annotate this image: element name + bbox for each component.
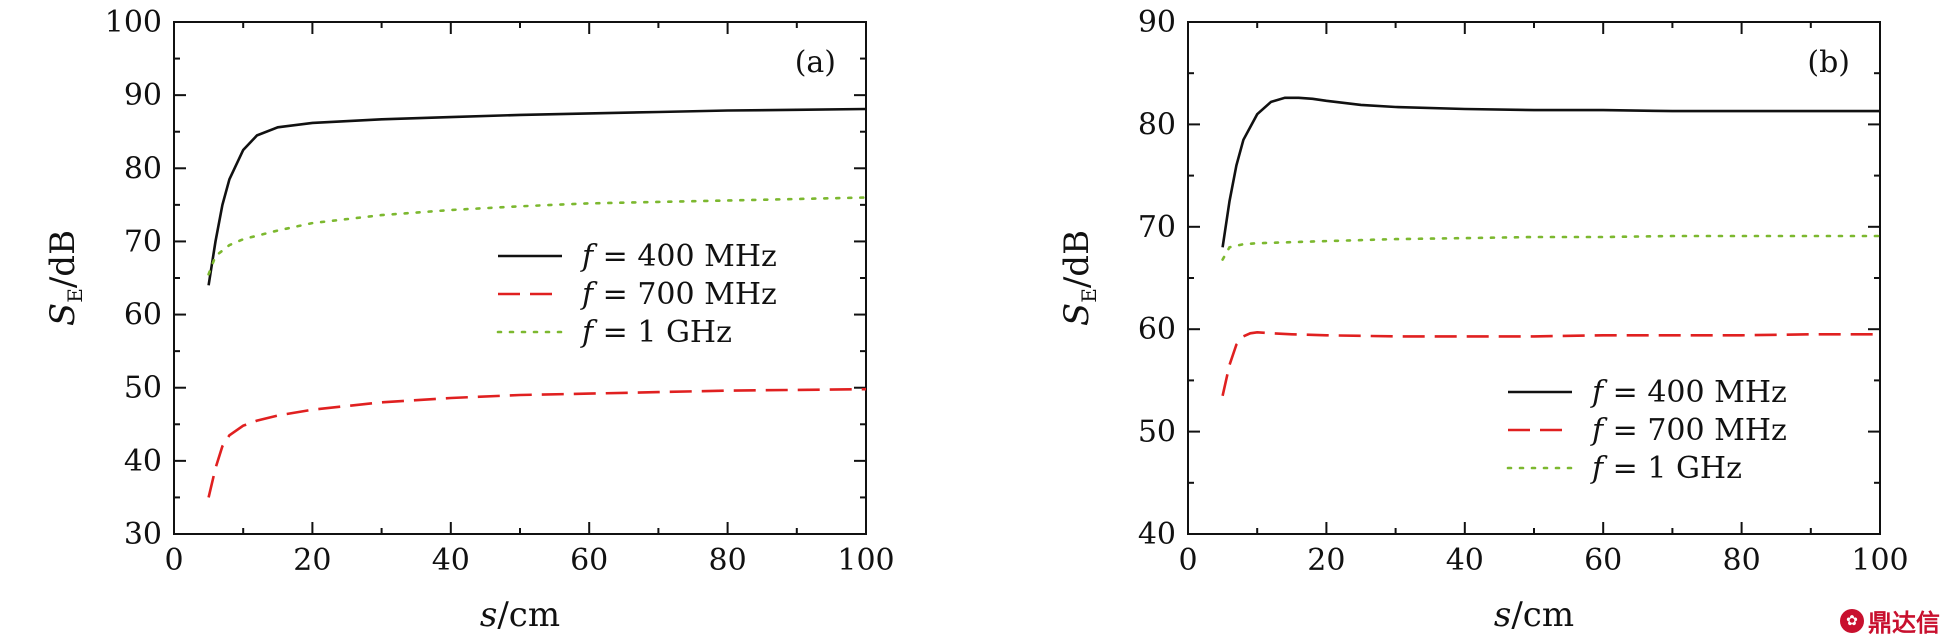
x-tick-label: 100 bbox=[1851, 543, 1908, 578]
x-tick-label: 40 bbox=[432, 543, 470, 578]
y-tick-label: 80 bbox=[124, 151, 162, 186]
y-tick-label: 50 bbox=[124, 371, 162, 406]
series-line-3 bbox=[1221, 234, 1882, 261]
y-tick-label: 90 bbox=[1138, 5, 1176, 40]
y-tick-label: 90 bbox=[124, 78, 162, 113]
y-tick-label: 40 bbox=[1138, 517, 1176, 552]
series-line-2 bbox=[1221, 330, 1880, 397]
x-tick-label: 80 bbox=[1723, 543, 1761, 578]
y-tick-label: 100 bbox=[105, 5, 162, 40]
y-tick-label: 30 bbox=[124, 517, 162, 552]
x-tick-label: 0 bbox=[1178, 543, 1197, 578]
chart-panel-a: 0 20 40 60 80 100 30 40 50 60 70 80 90 100 (a) f = 400 … bbox=[43, 5, 895, 635]
series-line-1 bbox=[207, 107, 867, 286]
x-axis-label: s/cm bbox=[1494, 595, 1574, 635]
y-axis-label: SE/dB bbox=[43, 230, 87, 326]
x-tick-label: 20 bbox=[1307, 543, 1345, 578]
x-tick-label: 0 bbox=[164, 543, 183, 578]
legend-label-3: f = 1 GHz bbox=[1590, 451, 1742, 486]
x-tick-label: 100 bbox=[837, 543, 894, 578]
x-tick-label: 80 bbox=[709, 543, 747, 578]
x-tick-label: 20 bbox=[293, 543, 331, 578]
watermark-text: 鼎达信 bbox=[1868, 609, 1940, 637]
y-axis-label: SE/dB bbox=[1057, 230, 1101, 326]
panel-label: (b) bbox=[1807, 45, 1850, 80]
watermark-logo: ✿ 鼎达信 bbox=[1840, 603, 1940, 638]
legend-label-2: f = 700 MHz bbox=[1590, 413, 1787, 448]
x-tick-label: 40 bbox=[1446, 543, 1484, 578]
y-tick-label: 60 bbox=[124, 298, 162, 333]
legend-label-3: f = 1 GHz bbox=[580, 315, 732, 350]
legend-label-1: f = 400 MHz bbox=[1590, 375, 1787, 410]
legend-label-1: f = 400 MHz bbox=[580, 239, 777, 274]
series-line-2 bbox=[207, 387, 867, 498]
legend-label-2: f = 700 MHz bbox=[580, 277, 777, 312]
x-axis-label: s/cm bbox=[480, 595, 560, 635]
series-line-1 bbox=[1221, 96, 1880, 248]
y-tick-label: 50 bbox=[1138, 415, 1176, 450]
x-tick-label: 60 bbox=[1584, 543, 1622, 578]
y-tick-label: 80 bbox=[1138, 107, 1176, 142]
y-tick-label: 60 bbox=[1138, 312, 1176, 347]
x-tick-label: 60 bbox=[570, 543, 608, 578]
watermark-mark-icon: ✿ bbox=[1840, 608, 1864, 633]
y-tick-label: 70 bbox=[1138, 210, 1176, 245]
y-tick-label: 70 bbox=[124, 224, 162, 259]
panel-label: (a) bbox=[795, 45, 836, 80]
series-line-3 bbox=[207, 196, 868, 276]
y-tick-label: 40 bbox=[124, 444, 162, 479]
